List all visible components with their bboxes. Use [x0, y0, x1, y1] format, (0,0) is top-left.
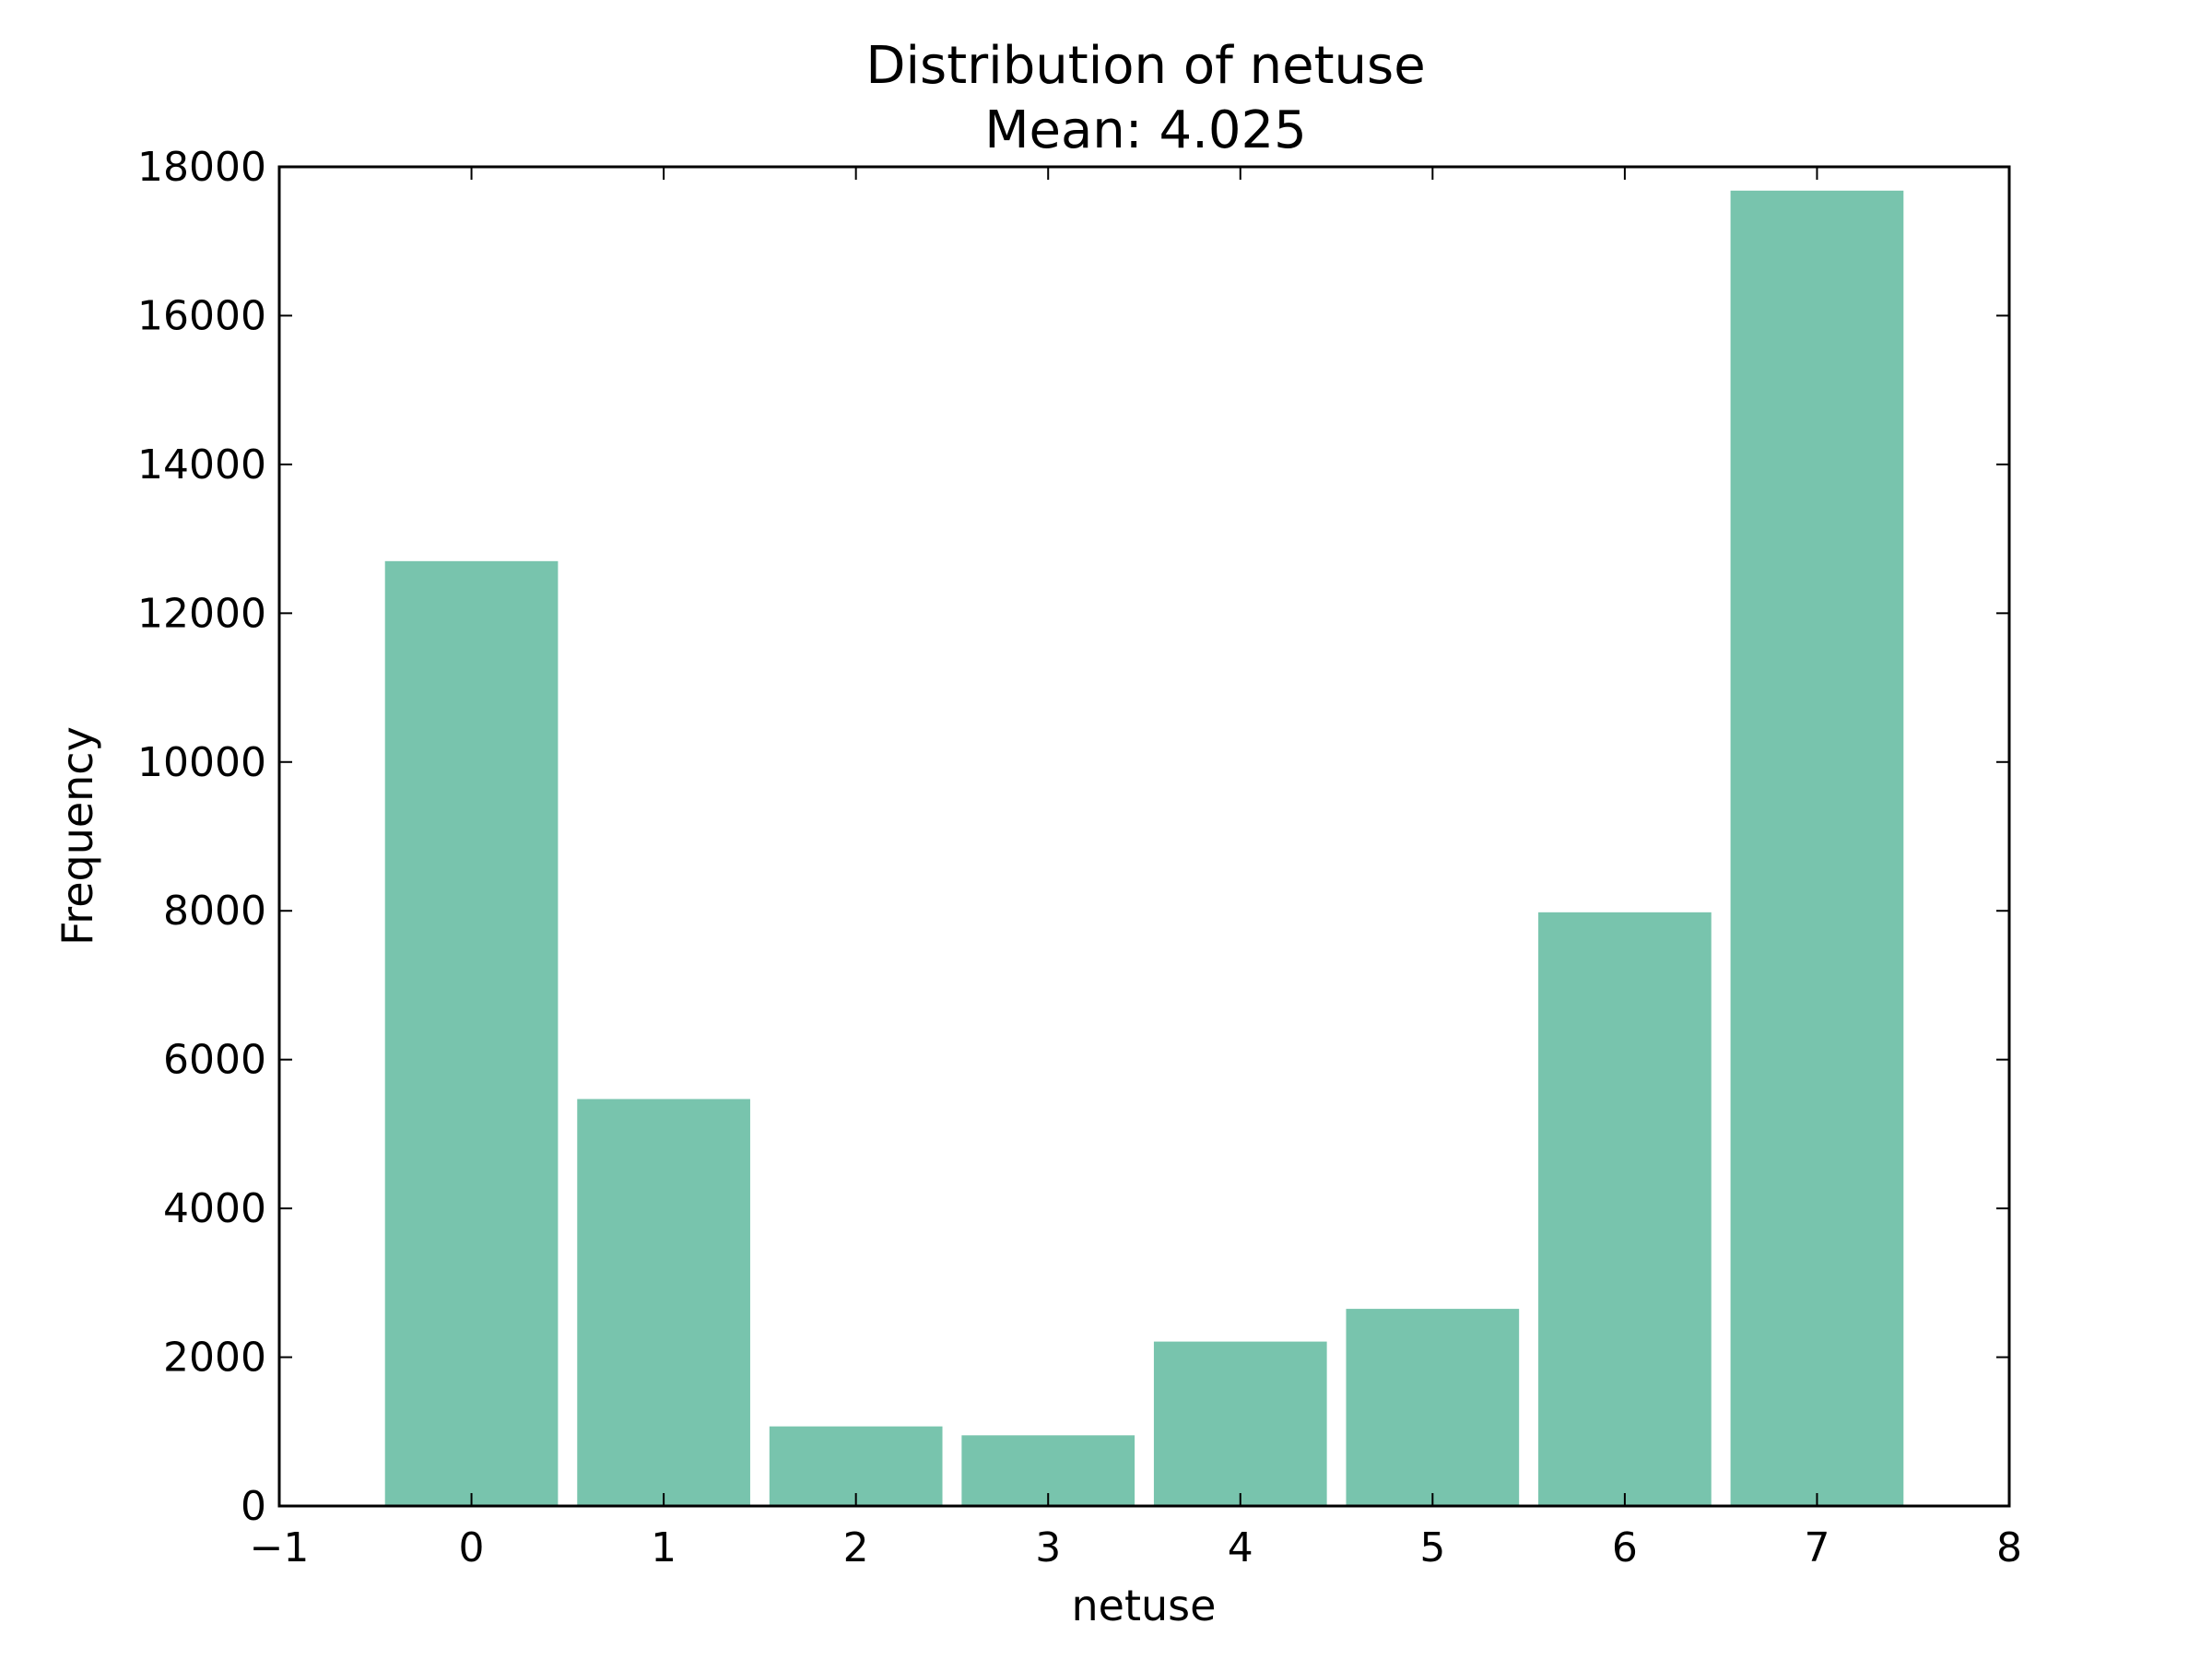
chart-subtitle: Mean: 4.025	[984, 100, 1307, 160]
x-tick-label-5: 4	[1228, 1524, 1253, 1571]
bar-4	[1153, 1341, 1327, 1506]
bars-group	[384, 190, 1904, 1507]
y-tick-label-2: 4000	[163, 1185, 266, 1232]
y-tick-label-4: 8000	[163, 888, 266, 935]
bar-6	[1538, 912, 1712, 1506]
x-tick-label-7: 6	[1612, 1524, 1638, 1571]
x-tick-label-8: 7	[1804, 1524, 1830, 1571]
chart-title: Distribution of netuse	[865, 36, 1425, 96]
y-tick-label-7: 14000	[137, 441, 266, 488]
bar-5	[1346, 1309, 1520, 1506]
x-tick-label-6: 5	[1419, 1524, 1445, 1571]
bar-0	[384, 560, 559, 1506]
x-tick-label-4: 3	[1035, 1524, 1061, 1571]
y-tick-label-5: 10000	[137, 739, 266, 786]
ticks-group: −1 0 1 2 3 4 5 6 7 802000400060008000100001200014…	[137, 144, 2022, 1571]
bar-7	[1730, 190, 1904, 1507]
bar-1	[577, 1099, 750, 1506]
y-tick-label-9: 18000	[137, 144, 266, 191]
y-tick-label-8: 16000	[137, 292, 266, 339]
bar-2	[769, 1426, 943, 1506]
y-tick-label-1: 2000	[163, 1335, 266, 1382]
x-tick-label-0: −1	[250, 1524, 310, 1571]
x-tick-label-9: 8	[1996, 1524, 2022, 1571]
y-tick-label-3: 6000	[163, 1037, 266, 1084]
x-tick-label-1: 0	[459, 1524, 485, 1571]
plot-frame	[277, 165, 2011, 1508]
x-tick-label-3: 2	[843, 1524, 869, 1571]
y-axis-label: Frequency	[53, 726, 102, 946]
y-tick-label-0: 0	[241, 1483, 266, 1530]
y-tick-label-6: 12000	[137, 590, 266, 637]
x-tick-label-2: 1	[651, 1524, 677, 1571]
x-axis-label: netuse	[1072, 1581, 1217, 1630]
